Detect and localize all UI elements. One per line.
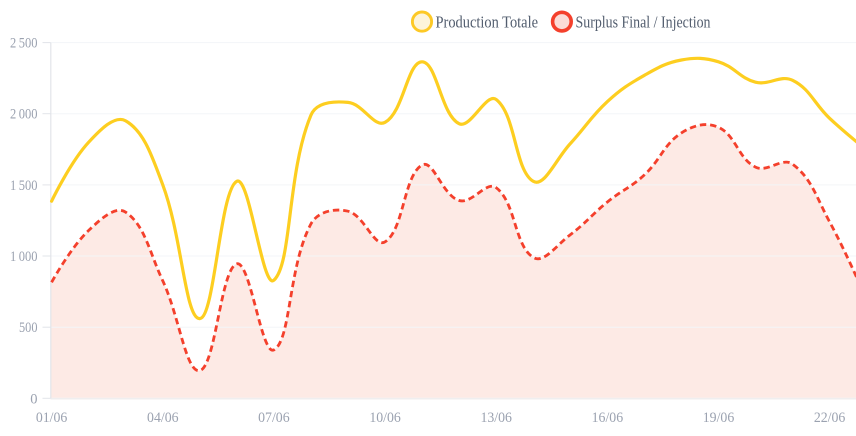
svg-text:1 000: 1 000	[10, 249, 38, 265]
svg-text:Surplus Final / Injection: Surplus Final / Injection	[576, 13, 711, 32]
svg-text:10/06: 10/06	[369, 410, 401, 426]
svg-text:Production Totale: Production Totale	[436, 13, 539, 32]
svg-text:500: 500	[19, 320, 38, 336]
svg-text:16/06: 16/06	[592, 410, 624, 426]
svg-text:04/06: 04/06	[147, 410, 179, 426]
svg-text:19/06: 19/06	[703, 410, 735, 426]
svg-text:1 500: 1 500	[10, 178, 38, 194]
svg-text:2 000: 2 000	[10, 107, 38, 123]
svg-text:13/06: 13/06	[480, 410, 512, 426]
svg-text:22/06: 22/06	[814, 410, 846, 426]
svg-text:2 500: 2 500	[10, 36, 38, 52]
svg-text:01/06: 01/06	[36, 410, 68, 426]
svg-text:0: 0	[30, 391, 37, 407]
svg-text:07/06: 07/06	[258, 410, 290, 426]
